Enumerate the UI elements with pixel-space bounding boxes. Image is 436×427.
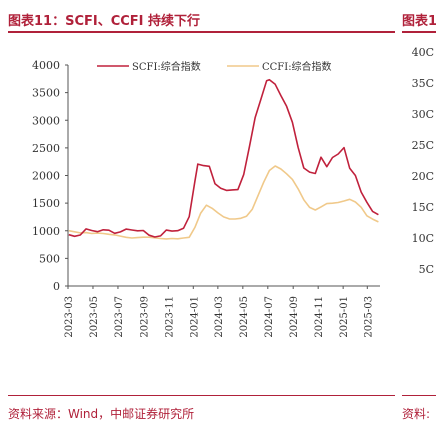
- x-tick-label: 2025-01: [339, 296, 350, 338]
- y-tick-label: 500: [39, 252, 60, 265]
- source-note: 资料来源：Wind，中邮证券研究所: [8, 407, 195, 421]
- x-tick-label: 2024-03: [214, 296, 225, 338]
- right-tick-label: 5C: [418, 263, 434, 276]
- title-rule: [8, 31, 395, 33]
- legend-label-scfi: SCFI:综合指数: [132, 60, 201, 73]
- y-tick-label: 3000: [32, 114, 60, 127]
- right-tick-label: 10C: [411, 232, 434, 245]
- legend-label-ccfi: CCFI:综合指数: [262, 60, 332, 73]
- y-tick-label: 4000: [32, 59, 60, 72]
- right-tick-label: 40C: [411, 46, 434, 59]
- x-tick-label: 2023-05: [89, 296, 100, 338]
- x-tick-label: 2024-09: [289, 296, 300, 338]
- right-tick-label: 35C: [411, 77, 434, 90]
- x-tick-label: 2023-07: [114, 296, 125, 338]
- y-tick-label: 2000: [32, 170, 60, 183]
- right-tick-label: 20C: [411, 170, 434, 183]
- right-source-note: 资料:: [402, 407, 431, 421]
- y-tick-label: 2500: [32, 142, 60, 155]
- x-tick-label: 2024-05: [239, 296, 250, 338]
- x-tick-label: 2023-09: [139, 296, 150, 338]
- source-rule: [8, 395, 395, 396]
- line-chart: 0 500 1000 1500 2000 2500 3000 3500 4000 2023-03 2…: [32, 59, 380, 338]
- y-tick-label: 1500: [32, 197, 60, 210]
- figure-title: 图表11：SCFI、CCFI 持续下行: [8, 14, 201, 29]
- right-title-rule: [402, 31, 436, 33]
- y-tick-label: 1000: [32, 225, 60, 238]
- right-tick-label: 15C: [411, 201, 434, 214]
- right-tick-label: 25C: [411, 139, 434, 152]
- y-tick-label: 0: [53, 280, 60, 293]
- x-tick-label: 2023-11: [164, 296, 175, 338]
- x-tick-label: 2024-11: [314, 296, 325, 338]
- right-source-rule: [402, 395, 436, 396]
- right-figure-title: 图表1: [402, 14, 436, 29]
- y-tick-label: 3500: [32, 87, 60, 100]
- series-line-scfi: [68, 78, 379, 238]
- x-tick-label: 2025-03: [363, 296, 374, 338]
- right-tick-label: 30C: [411, 108, 434, 121]
- x-tick-label: 2024-07: [264, 296, 275, 338]
- x-tick-label: 2023-03: [64, 296, 75, 338]
- right-panel-ticks: 40C 35C 30C 25C 20C 15C 10C 5C: [404, 40, 436, 340]
- x-tick-label: 2024-01: [189, 296, 200, 338]
- series-line-ccfi: [68, 165, 379, 240]
